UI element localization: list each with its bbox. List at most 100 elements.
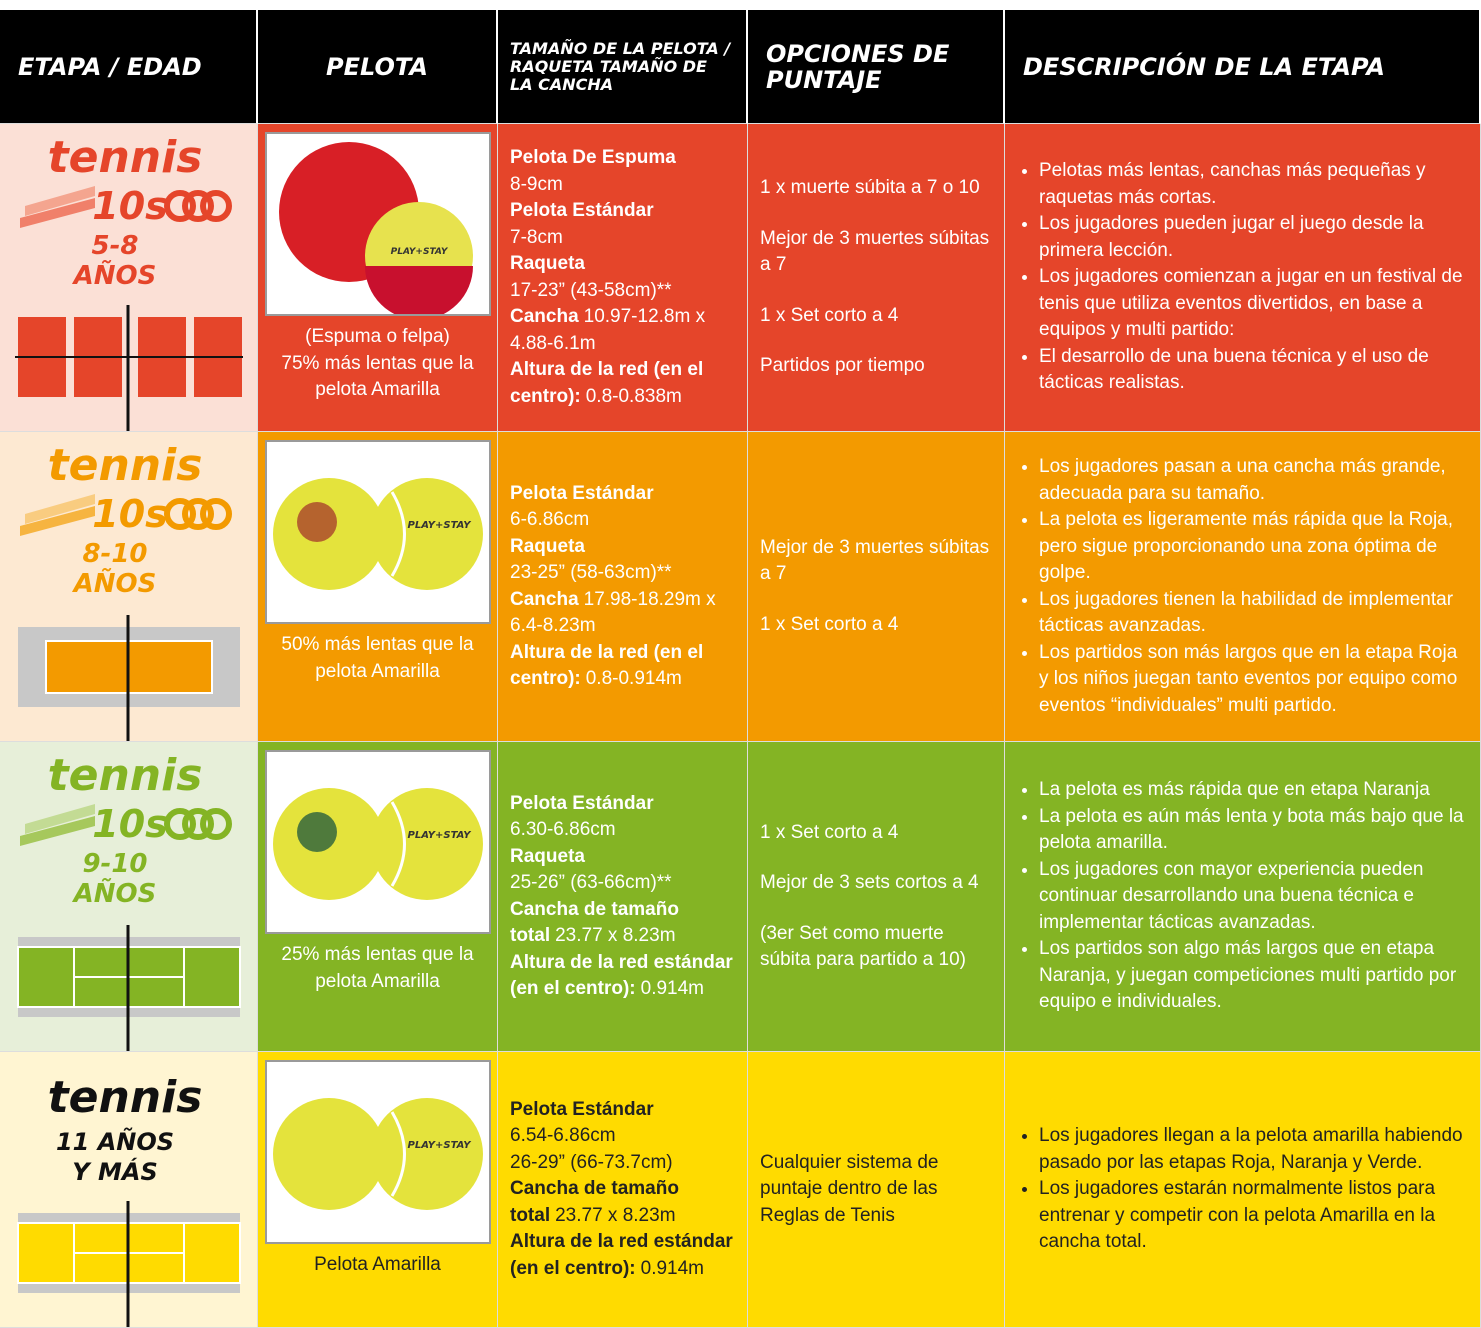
spec-value: 0.914m — [640, 1257, 704, 1279]
spec-line: 6-6.86cm — [510, 507, 735, 534]
description-list: Pelotas más lentas, canchas más pequeñas… — [1005, 158, 1472, 397]
scoring-option: Mejor de 3 muertes súbitas a 7 — [760, 536, 990, 585]
age-text: AÑOS — [72, 259, 157, 291]
badge-ball — [164, 498, 196, 530]
spec-line: Raqueta — [510, 844, 735, 871]
ball — [272, 1098, 385, 1210]
description-cell: Los jugadores llegan a la pelota amarill… — [1005, 1052, 1481, 1328]
spec-label: Cancha de tamaño total — [510, 1178, 679, 1226]
age-text: 5-8 — [92, 231, 139, 261]
ball-half — [364, 266, 473, 314]
header-text: ETAPA / EDAD — [18, 52, 202, 81]
caption-line: (Espuma o felpa) — [305, 326, 450, 347]
spec-line: 26-29” (66-73.7cm) — [510, 1150, 735, 1177]
description-item: Los jugadores con mayor experiencia pued… — [1039, 857, 1472, 937]
specs-cell: Pelota Estándar 6.30-6.86cm Raqueta 25-26” … — [498, 742, 748, 1052]
spec-line: Cancha 10.97-12.8m x 4.88-6.1m — [510, 304, 735, 357]
spec-line: 8-9cm — [510, 172, 735, 199]
spec-line: 6.54-6.86cm — [510, 1123, 735, 1150]
spec-value: 23.77 x 8.23m — [555, 925, 676, 946]
spec-value: 17-23” (43-58cm)** — [510, 279, 672, 301]
spec-label: Raqueta — [510, 535, 585, 557]
spec-value: 0.8-0.838m — [585, 385, 682, 407]
age-text: 8-10 — [82, 539, 147, 569]
description-item: La pelota es ligeramente más rápida que … — [1039, 507, 1472, 587]
ball-brand: PLAY+STAY — [407, 1140, 472, 1151]
spec-value: 0.914m — [640, 978, 704, 999]
ball-caption: (Espuma o felpa) 75% más lentas que la pe… — [258, 324, 497, 404]
specs-cell: Pelota De Espuma 8-9cm Pelota Estándar 7-8c… — [498, 124, 748, 432]
header-cell: ETAPA / EDAD — [0, 10, 258, 124]
spec-label: Altura de la red estándar (en el centro)… — [510, 951, 733, 1000]
spec-value: 17.98-18.29m x 6.4-8.23m — [510, 588, 716, 637]
badge-stripe — [25, 186, 95, 216]
badge-ball — [164, 808, 196, 840]
scoring-option: Partidos por tiempo — [760, 355, 925, 377]
specs-cell: Pelota Estándar 6.54-6.86cm 26-29” (66-73.… — [498, 1052, 748, 1328]
scoring-cell: Mejor de 3 muertes súbitas a 7 1 x Set co… — [748, 432, 1005, 742]
description-item: Pelotas más lentas, canchas más pequeñas… — [1039, 158, 1472, 211]
scoring-option: 1 x Set corto a 4 — [760, 821, 899, 843]
spec-line: Cancha de tamaño total 23.77 x 8.23m — [510, 897, 735, 950]
badge-ball — [182, 190, 214, 222]
spec-label: Pelota De Espuma — [510, 147, 676, 168]
spec-line: Pelota Estándar — [510, 481, 735, 508]
age-text: AÑOS — [72, 567, 157, 599]
description-item: Los jugadores pasan a una cancha más gra… — [1039, 454, 1472, 507]
badge-ball — [164, 190, 196, 222]
ball-caption: 25% más lentas que la pelota Amarilla — [258, 942, 497, 995]
header-cell: DESCRIPCIÓN DE LA ETAPA — [1005, 10, 1481, 124]
stage-cell: tennis 10s 9-10 AÑOS — [0, 742, 258, 1052]
spec-label: Cancha — [510, 588, 579, 610]
description-cell: La pelota es más rápida que en etapa Nar… — [1005, 742, 1481, 1052]
description-item: La pelota es más rápida que en etapa Nar… — [1039, 777, 1472, 804]
badge-ball — [200, 190, 232, 222]
badge-text: 10s — [92, 184, 168, 228]
spec-value: 23-25” (58-63cm)** — [510, 562, 672, 583]
spec-value: 25-26” (63-66cm)** — [510, 872, 672, 893]
stage-cell: tennis 10s 8-10 AÑOS — [0, 432, 258, 742]
description-item: Los jugadores estarán normalmente listos… — [1039, 1176, 1472, 1256]
header-cell: OPCIONES DE PUNTAJE — [748, 10, 1005, 124]
ball-brand: PLAY+STAY — [407, 830, 472, 841]
spec-label: Raqueta — [510, 845, 585, 867]
ball-photo: PLAY+STAY — [264, 132, 491, 316]
ball-dot — [296, 812, 337, 852]
scoring-option: Cualquier sistema de puntaje dentro de l… — [760, 1151, 939, 1226]
ball-brand: PLAY+STAY — [390, 247, 448, 257]
ball-cell: PLAY+STAY 50% más lentas que la pelota Am… — [258, 432, 498, 742]
ball — [370, 1098, 483, 1210]
scoring-cell: Cualquier sistema de puntaje dentro de l… — [748, 1052, 1005, 1328]
spec-label: Pelota Estándar — [510, 792, 654, 814]
scoring-cell: 1 x Set corto a 4 Mejor de 3 sets cortos … — [748, 742, 1005, 1052]
spec-line: Cancha de tamaño total 23.77 x 8.23m — [510, 1176, 735, 1229]
spec-line: 25-26” (63-66cm)** — [510, 870, 735, 897]
caption-line: 25% más lentas que la pelota Amarilla — [281, 944, 474, 992]
spec-label: Altura de la red estándar (en el centro)… — [510, 1231, 733, 1279]
description-item: La pelota es aún más lenta y bota más ba… — [1039, 804, 1472, 857]
age-text: 9-10 — [82, 849, 147, 879]
spec-label: Pelota Estándar — [510, 1098, 654, 1120]
ball-caption: 50% más lentas que la pelota Amarilla — [258, 632, 497, 685]
description-item: Los partidos son más largos que en la et… — [1039, 640, 1472, 720]
header-text: PELOTA — [326, 52, 428, 81]
caption-line: Pelota Amarilla — [314, 1254, 441, 1275]
scoring-option: (3er Set como muerte súbita para partido… — [760, 922, 966, 971]
description-item: Los jugadores pueden jugar el juego desd… — [1039, 211, 1472, 264]
scoring-option: Mejor de 3 sets cortos a 4 — [760, 872, 979, 893]
description-list: Los jugadores llegan a la pelota amarill… — [1005, 1123, 1472, 1256]
spec-line: Altura de la red (en el centro): 0.8-0.91… — [510, 640, 735, 693]
logo-text: tennis — [48, 750, 203, 801]
spec-line: Raqueta — [510, 251, 735, 278]
scoring-option: Mejor de 3 muertes súbitas a 7 — [760, 227, 990, 276]
badge-stripe — [20, 816, 95, 846]
ball-caption: Pelota Amarilla — [300, 1252, 455, 1279]
scoring-option: 1 x muerte súbita a 7 o 10 — [760, 177, 980, 199]
header-cell: TAMAÑO DE LA PELOTA / RAQUETA TAMAÑO DE … — [498, 10, 748, 124]
spec-value: 6.30-6.86cm — [510, 819, 616, 840]
ball-brand: PLAY+STAY — [407, 520, 472, 531]
ball-photo: PLAY+STAY — [264, 750, 491, 934]
description-item: Los jugadores llegan a la pelota amarill… — [1039, 1123, 1472, 1176]
spec-line: Cancha 17.98-18.29m x 6.4-8.23m — [510, 587, 735, 640]
